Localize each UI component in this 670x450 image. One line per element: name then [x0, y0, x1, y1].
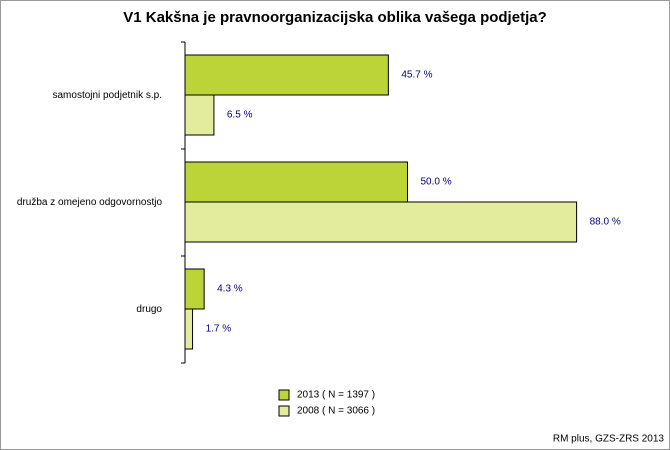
bar: [184, 201, 578, 243]
category-label: drugo: [136, 304, 162, 315]
value-label: 4.3 %: [217, 284, 243, 295]
legend-label: 2008 ( N = 3066 ): [297, 406, 375, 417]
legend-swatch: [278, 405, 290, 417]
value-label: 1.7 %: [206, 324, 232, 335]
value-label: 6.5 %: [227, 110, 253, 121]
value-label: 45.7 %: [401, 70, 432, 81]
chart-title: V1 Kakšna je pravnoorganizacijska oblika…: [123, 9, 547, 26]
value-label: 50.0 %: [421, 177, 452, 188]
category-label: družba z omejeno odgovornostjo: [17, 197, 163, 208]
bar: [184, 94, 215, 136]
bar: [184, 161, 408, 203]
bar: [184, 268, 205, 310]
legend-label: 2013 ( N = 1397 ): [297, 390, 375, 401]
bar: [184, 308, 194, 350]
value-label: 88.0 %: [590, 217, 621, 228]
footer: RM plus, GZS-ZRS 2013: [553, 434, 665, 445]
bar: [184, 54, 389, 96]
category-label: samostojni podjetnik s.p.: [52, 90, 162, 101]
legend-swatch: [278, 389, 290, 401]
